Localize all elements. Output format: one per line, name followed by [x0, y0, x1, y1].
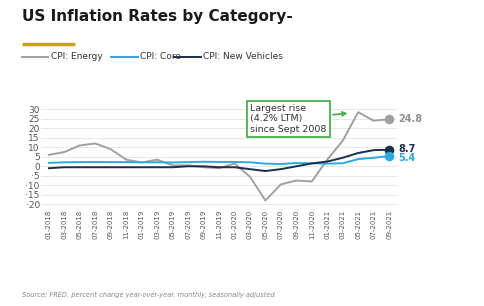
Text: CPI: New Vehicles: CPI: New Vehicles [203, 52, 283, 61]
Point [385, 147, 393, 152]
Text: Largest rise
(4.2% LTM)
since Sept 2008: Largest rise (4.2% LTM) since Sept 2008 [250, 104, 346, 134]
Text: 8.7: 8.7 [398, 144, 416, 154]
Point [385, 117, 393, 122]
Text: 24.8: 24.8 [398, 114, 423, 124]
Text: US Inflation Rates by Category-: US Inflation Rates by Category- [22, 9, 292, 24]
Text: CPI: Core: CPI: Core [140, 52, 181, 61]
Text: Source: FRED, percent change year-over-year, monthly, seasonally adjusted: Source: FRED, percent change year-over-y… [22, 292, 274, 298]
Text: CPI: Energy: CPI: Energy [51, 52, 103, 61]
Point [385, 154, 393, 159]
Text: 5.4: 5.4 [398, 153, 416, 162]
